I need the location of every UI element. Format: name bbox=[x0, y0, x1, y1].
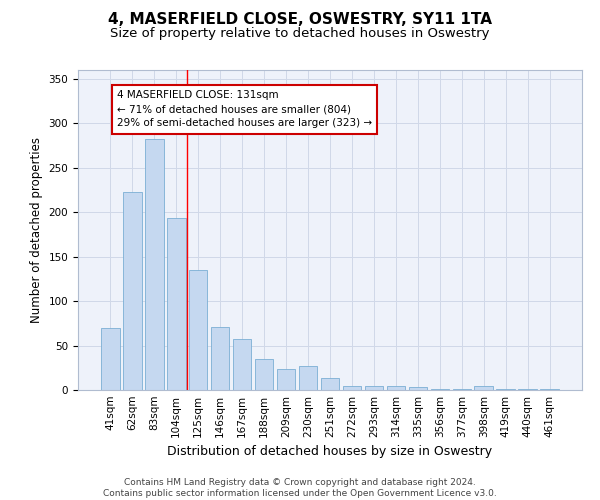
Bar bbox=[541, 389, 559, 390]
Bar bbox=[101, 328, 119, 390]
Bar bbox=[145, 140, 164, 390]
Bar bbox=[475, 386, 493, 390]
Bar bbox=[452, 389, 471, 390]
Y-axis label: Number of detached properties: Number of detached properties bbox=[30, 137, 43, 323]
Text: Size of property relative to detached houses in Oswestry: Size of property relative to detached ho… bbox=[110, 28, 490, 40]
Bar bbox=[211, 327, 229, 390]
Bar bbox=[518, 389, 537, 390]
Text: Contains HM Land Registry data © Crown copyright and database right 2024.
Contai: Contains HM Land Registry data © Crown c… bbox=[103, 478, 497, 498]
Text: 4, MASERFIELD CLOSE, OSWESTRY, SY11 1TA: 4, MASERFIELD CLOSE, OSWESTRY, SY11 1TA bbox=[108, 12, 492, 28]
Text: 4 MASERFIELD CLOSE: 131sqm
← 71% of detached houses are smaller (804)
29% of sem: 4 MASERFIELD CLOSE: 131sqm ← 71% of deta… bbox=[117, 90, 372, 128]
Bar bbox=[431, 389, 449, 390]
Bar bbox=[233, 340, 251, 390]
Bar bbox=[255, 359, 274, 390]
Bar bbox=[496, 389, 515, 390]
Bar bbox=[320, 378, 340, 390]
X-axis label: Distribution of detached houses by size in Oswestry: Distribution of detached houses by size … bbox=[167, 446, 493, 458]
Bar bbox=[277, 368, 295, 390]
Bar bbox=[123, 192, 142, 390]
Bar bbox=[167, 218, 185, 390]
Bar bbox=[365, 386, 383, 390]
Bar bbox=[189, 270, 208, 390]
Bar bbox=[343, 386, 361, 390]
Bar bbox=[386, 386, 405, 390]
Bar bbox=[409, 388, 427, 390]
Bar bbox=[299, 366, 317, 390]
